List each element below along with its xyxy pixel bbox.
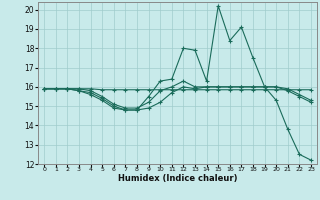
X-axis label: Humidex (Indice chaleur): Humidex (Indice chaleur) — [118, 174, 237, 183]
